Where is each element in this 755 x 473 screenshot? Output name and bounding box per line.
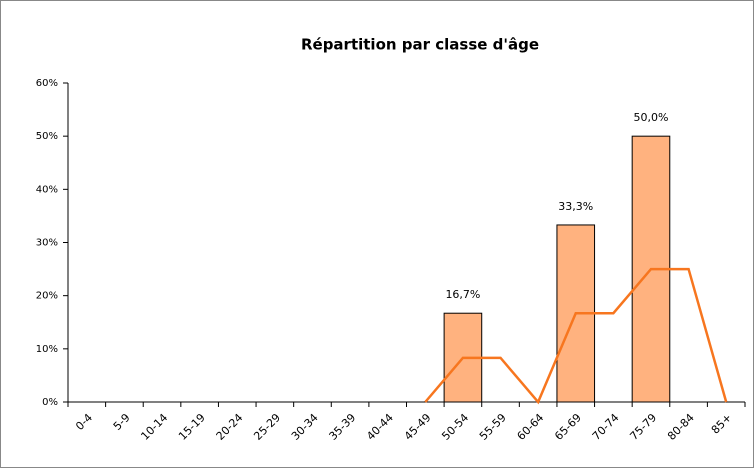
data-label: 50,0% (633, 111, 668, 124)
data-label: 16,7% (445, 288, 480, 301)
chart-title: Répartition par classe d'âge (301, 36, 539, 54)
y-tick-label: 50% (36, 131, 58, 142)
y-tick-label: 60% (36, 78, 58, 89)
line (424, 267, 728, 405)
y-tick-label: 20% (36, 291, 58, 302)
y-tick-label: 30% (36, 238, 58, 249)
y-tick-label: 10% (36, 344, 58, 355)
y-tick-label: 0% (42, 397, 58, 408)
data-label: 33,3% (558, 200, 593, 213)
y-tick-label: 40% (36, 184, 58, 195)
